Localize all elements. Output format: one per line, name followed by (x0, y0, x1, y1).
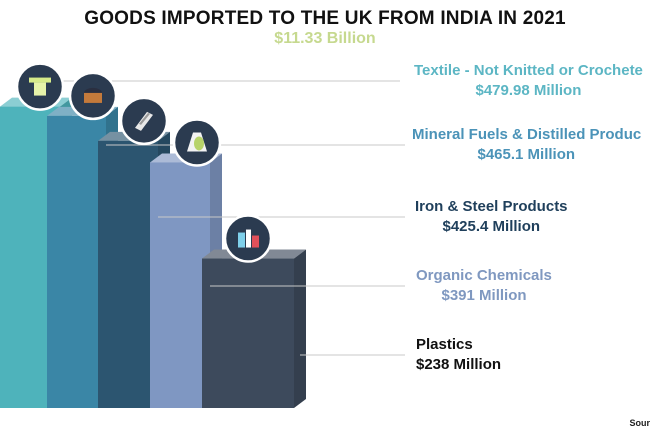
source-note: Sour (629, 418, 650, 428)
category-label-1: Textile - Not Knitted or Crochete (414, 62, 643, 79)
chart-title: GOODS IMPORTED TO THE UK FROM INDIA IN 2… (84, 8, 566, 29)
chemical-icon (172, 118, 222, 167)
value-label-1: $479.98 Million (475, 82, 582, 99)
bar-front-face (150, 162, 210, 408)
bar-side-face (294, 249, 306, 408)
value-label-4: $391 Million (441, 287, 527, 304)
value-label-3: $425.4 Million (442, 218, 541, 235)
fuel-icon (68, 71, 118, 121)
bar-front-face (98, 140, 158, 408)
steel-icon (119, 96, 169, 146)
bar-5 (202, 249, 306, 408)
category-label-3: Iron & Steel Products (415, 198, 568, 215)
chart-total: $11.33 Billion (274, 30, 376, 47)
value-label-2: $465.1 Million (477, 146, 576, 163)
bar-front-face (47, 115, 106, 408)
plastic-icon (223, 214, 273, 263)
value-label-5: $238 Million (416, 356, 502, 373)
textile-icon (15, 62, 65, 111)
bar-front-face (202, 258, 294, 408)
category-label-5: Plastics (416, 336, 473, 353)
category-label-4: Organic Chemicals (416, 267, 552, 284)
category-label-2: Mineral Fuels & Distilled Produc (412, 126, 642, 143)
